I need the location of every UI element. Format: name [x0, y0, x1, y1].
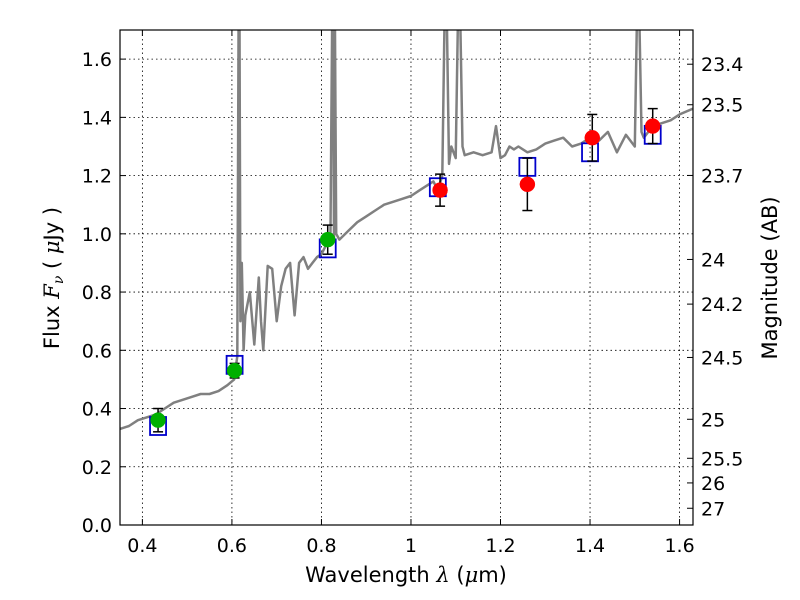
observed-data-point	[226, 362, 243, 379]
observed-data-point	[319, 231, 336, 248]
y-tick-label: 0.6	[82, 340, 112, 362]
mag-tick-label: 24.5	[701, 347, 743, 369]
y-tick-label: 1.6	[82, 49, 112, 71]
x-tick-label: 0.4	[127, 535, 157, 557]
x-axis-label: Wavelength λ (μm)	[305, 563, 507, 587]
y-tick-label: 0.8	[82, 282, 112, 304]
model-spectrum-line	[120, 30, 693, 431]
observed-data-point	[644, 118, 661, 134]
y-tick-label: 1.4	[82, 107, 112, 129]
grid-lines	[120, 30, 693, 526]
y-tick-label: 0.2	[82, 457, 112, 479]
x-tick-label: 1.6	[664, 535, 694, 557]
y-axis-label: Flux Fν ( μJy )	[40, 207, 67, 349]
y-tick-label: 0.0	[82, 515, 112, 537]
mag-tick-label: 25	[701, 409, 725, 431]
plot-series	[120, 30, 693, 436]
y-tick-label: 0.4	[82, 399, 112, 421]
y-tick-label: 1.0	[82, 224, 112, 246]
mag-tick-label: 27	[701, 498, 725, 520]
y2-axis-label: Magnitude (AB)	[758, 196, 782, 359]
plot-frame	[119, 29, 694, 526]
x-tick-label: 0.6	[217, 535, 247, 557]
x-tick-label: 1.2	[485, 535, 515, 557]
x-tick-label: 0.8	[306, 535, 336, 557]
mag-tick-label: 24	[701, 249, 725, 271]
mag-tick-label: 23.5	[701, 95, 743, 117]
observed-data-point	[584, 129, 601, 146]
x-tick-label: 1.4	[575, 535, 605, 557]
observed-data-point	[519, 176, 536, 193]
mag-tick-label: 23.4	[701, 54, 743, 76]
observed-data-point	[432, 182, 448, 198]
mag-tick-label: 23.7	[701, 165, 743, 187]
x-tick-label: 1	[405, 535, 417, 557]
y-tick-label: 1.2	[82, 166, 112, 188]
observed-data-point	[150, 412, 166, 428]
mag-tick-label: 24.2	[701, 294, 743, 316]
axis-ticks: 0.4 0.6 0.8 1 1.2 1.4 1.6 0.0 0.2 0.4 0.6 0.8 1.0 1.2…	[82, 30, 743, 557]
mag-tick-label: 25.5	[701, 448, 743, 470]
mag-tick-label: 26	[701, 473, 725, 495]
